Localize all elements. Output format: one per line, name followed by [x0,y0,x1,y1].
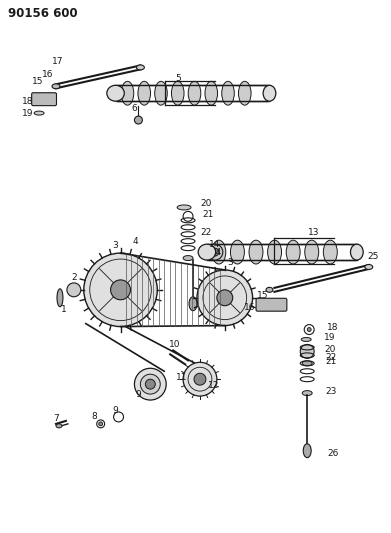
Ellipse shape [189,297,197,311]
Text: 3: 3 [113,241,118,249]
Ellipse shape [138,82,151,105]
Text: 16: 16 [244,303,255,312]
Text: 8: 8 [92,413,98,422]
Text: 6: 6 [131,103,137,112]
Circle shape [135,116,142,124]
Ellipse shape [302,391,312,395]
Ellipse shape [212,240,226,264]
Text: 4: 4 [133,237,138,246]
Ellipse shape [305,240,319,264]
Ellipse shape [301,337,311,342]
FancyBboxPatch shape [256,298,287,311]
Ellipse shape [239,82,251,105]
Text: 18: 18 [327,323,339,332]
Circle shape [99,422,103,426]
Text: 11: 11 [176,373,188,382]
Circle shape [207,244,223,260]
Text: 10: 10 [169,340,181,349]
Ellipse shape [263,85,276,101]
Text: 21: 21 [202,210,213,219]
FancyBboxPatch shape [32,93,56,106]
Text: 90156 600: 90156 600 [8,7,78,20]
Text: 22: 22 [200,228,211,237]
Text: 22: 22 [325,353,336,362]
Ellipse shape [56,424,62,428]
Text: 13: 13 [308,228,320,237]
Ellipse shape [136,65,144,70]
Circle shape [307,328,311,332]
Ellipse shape [52,84,60,89]
Text: 9: 9 [113,407,118,415]
Text: 19: 19 [22,109,34,118]
Circle shape [197,270,253,326]
Text: 7: 7 [53,415,59,423]
Ellipse shape [107,85,124,101]
Ellipse shape [365,264,373,270]
Text: 16: 16 [42,70,54,79]
Circle shape [211,248,219,256]
Ellipse shape [155,82,167,105]
Circle shape [183,362,217,396]
Circle shape [135,368,166,400]
Text: 25: 25 [367,252,378,261]
Text: 1: 1 [61,305,67,314]
Ellipse shape [249,240,263,264]
Ellipse shape [266,287,273,292]
Text: 21: 21 [325,357,336,366]
Ellipse shape [303,444,311,458]
Ellipse shape [302,361,312,366]
Text: 2: 2 [71,273,77,282]
Ellipse shape [286,240,300,264]
Text: 26: 26 [327,449,339,458]
Ellipse shape [350,244,363,260]
Ellipse shape [230,240,244,264]
Circle shape [140,374,160,394]
Circle shape [111,280,131,300]
Text: 9: 9 [136,390,141,399]
Text: 20: 20 [324,345,335,354]
Ellipse shape [177,205,191,210]
Ellipse shape [267,240,282,264]
Text: 3: 3 [227,257,233,266]
Ellipse shape [121,82,134,105]
Text: 14: 14 [209,240,221,249]
Circle shape [194,373,206,385]
Text: 20: 20 [200,199,212,208]
Text: 23: 23 [202,252,213,261]
Ellipse shape [222,82,234,105]
Text: 12: 12 [208,381,220,390]
Circle shape [67,283,81,297]
Text: 5: 5 [175,74,181,83]
Ellipse shape [188,82,201,105]
Text: 18: 18 [22,96,34,106]
Ellipse shape [172,82,184,105]
Ellipse shape [57,289,63,306]
Ellipse shape [323,240,337,264]
Text: 15: 15 [257,292,268,300]
Circle shape [217,290,233,306]
Ellipse shape [205,82,217,105]
Text: 23: 23 [325,386,336,395]
Text: 24: 24 [210,248,221,256]
Circle shape [145,379,155,389]
Text: 17: 17 [52,57,64,66]
Ellipse shape [198,244,216,260]
Circle shape [300,344,314,358]
Circle shape [84,253,157,327]
Ellipse shape [183,256,193,261]
Ellipse shape [34,111,44,115]
Text: 15: 15 [32,77,44,86]
Text: 19: 19 [324,333,335,342]
